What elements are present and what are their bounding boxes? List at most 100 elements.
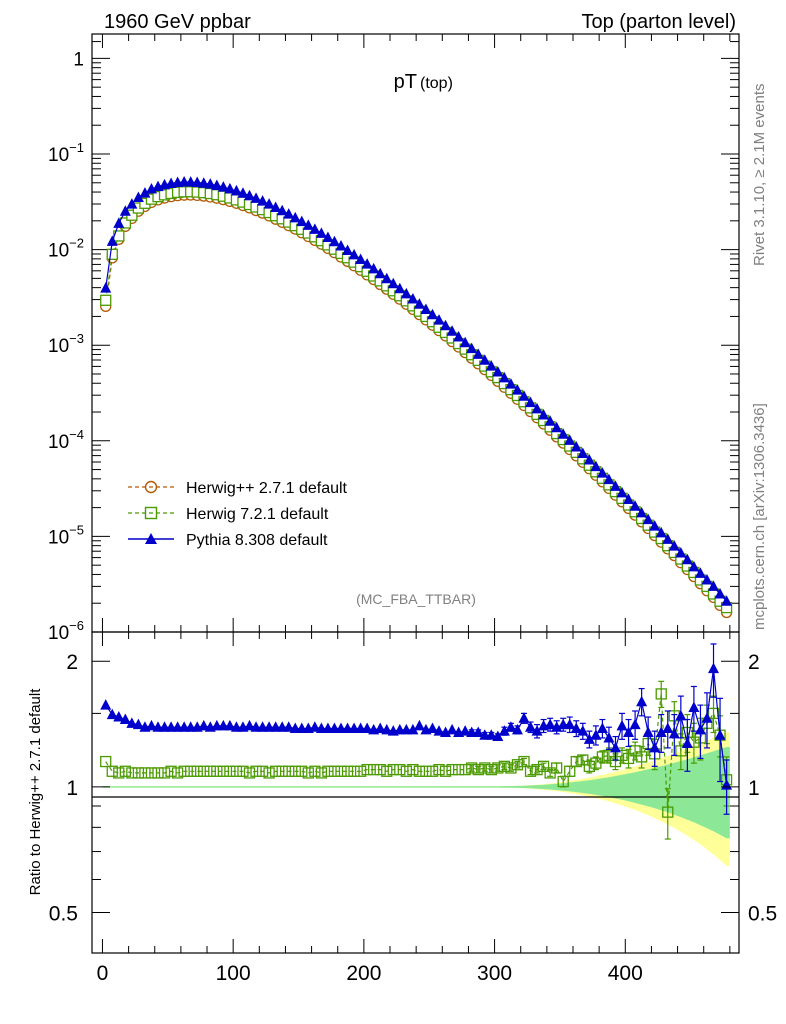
data-point-pythia <box>257 195 269 206</box>
ratio-point-pythia <box>119 713 131 725</box>
ratio-point-herwig-7 <box>537 760 550 772</box>
ratio-point-herwig-7 <box>113 767 125 779</box>
ratio-point-herwig-7 <box>655 688 667 700</box>
ratio-point-herwig-7 <box>178 765 190 777</box>
ratio-point-pythia <box>531 725 543 736</box>
ratio-point-pythia <box>688 701 700 712</box>
data-point-pythia <box>701 573 713 585</box>
legend-marker-herwig-pp <box>144 480 158 494</box>
ratio-point-herwig-7 <box>296 765 308 777</box>
ratio-point-herwig-7 <box>100 755 112 768</box>
main-series-layer <box>100 176 733 619</box>
ratio-point-herwig-7 <box>217 765 230 777</box>
main-y-tick-exponent: −5 <box>69 522 84 537</box>
main-y-tick-label: 10−1 <box>48 140 84 166</box>
ratio-point-herwig-7 <box>596 751 609 763</box>
ratio-point-pythia <box>609 741 621 753</box>
ratio-point-pythia <box>446 723 458 735</box>
legend-entry-pythia: Pythia 8.308 default <box>128 532 328 549</box>
header-left-label: 1960 GeV ppbar <box>104 11 251 33</box>
ratio-point-herwig-7 <box>322 765 334 777</box>
data-point-pythia <box>596 467 608 478</box>
data-point-pythia <box>616 486 628 498</box>
x-tick-label: 0 <box>97 962 109 985</box>
data-point-pythia <box>642 513 654 525</box>
ratio-point-herwig-7 <box>551 762 563 774</box>
main-y-tick-exponent: −6 <box>69 618 84 633</box>
ratio-point-herwig-7 <box>413 765 426 777</box>
header-right-label: Top (parton level) <box>581 11 736 33</box>
main-y-tick-label: 10−4 <box>48 427 84 453</box>
main-y-tick-base: 10 <box>48 623 69 644</box>
ratio-point-pythia <box>616 719 628 731</box>
data-point-pythia <box>721 595 733 606</box>
data-point-pythia <box>250 192 262 203</box>
data-point-pythia <box>459 336 471 348</box>
data-point-pythia <box>230 184 242 196</box>
ratio-point-herwig-7 <box>315 767 328 779</box>
ratio-point-pythia <box>596 722 608 734</box>
main-y-tick-exponent: −1 <box>69 140 84 155</box>
ratio-point-pythia <box>570 722 582 734</box>
ratio-point-herwig-7 <box>165 765 177 777</box>
ratio-point-pythia <box>505 721 517 732</box>
ratio-band-yellow <box>102 732 730 866</box>
data-point-pythia <box>211 179 223 190</box>
ratio-point-herwig-7 <box>185 765 197 777</box>
ratio-point-pythia <box>126 717 138 728</box>
ratio-y-tick-label-left: 0.5 <box>49 903 78 926</box>
ratio-point-pythia <box>413 719 425 731</box>
data-point-pythia <box>315 227 327 238</box>
data-point-pythia <box>335 240 347 251</box>
main-y-tick-exponent: −3 <box>69 331 84 346</box>
ratio-point-herwig-7 <box>119 765 131 777</box>
data-point-pythia <box>270 201 282 212</box>
data-point-pythia <box>106 235 118 246</box>
ratio-point-pythia <box>623 726 635 737</box>
ratio-point-pythia <box>694 723 706 735</box>
ratio-point-herwig-7 <box>302 767 314 779</box>
ratio-point-herwig-7 <box>263 767 275 779</box>
ratio-point-herwig-7 <box>381 765 393 777</box>
data-point-pythia <box>119 205 131 216</box>
ratio-point-pythia <box>361 722 373 734</box>
legend-label-herwig-7: Herwig 7.2.1 default <box>186 506 329 523</box>
ratio-point-herwig-7 <box>466 762 478 774</box>
series-line-herwig-pp <box>105 194 728 613</box>
legend-entry-herwig-pp: Herwig++ 2.7.1 default <box>128 480 348 497</box>
ratio-point-pythia <box>583 733 595 744</box>
ratio-point-herwig-7 <box>309 765 321 777</box>
ratio-y-tick-label-left: 1 <box>66 777 78 800</box>
ratio-point-herwig-7 <box>289 765 301 777</box>
main-y-tick-label: 10−3 <box>48 331 84 357</box>
data-point-pythia <box>472 348 484 359</box>
data-point-pythia <box>498 371 510 383</box>
data-point-pythia <box>381 272 393 284</box>
ratio-series-layer <box>100 643 733 840</box>
data-point-pythia <box>191 176 203 188</box>
data-point-pythia <box>662 533 674 544</box>
ratio-point-pythia <box>629 718 641 730</box>
data-point-pythia <box>453 330 465 342</box>
data-point-pythia <box>479 354 491 365</box>
data-point-pythia <box>655 526 667 538</box>
ratio-point-pythia <box>564 718 576 730</box>
ratio-point-herwig-7 <box>518 755 530 768</box>
ratio-point-pythia <box>132 718 144 730</box>
ratio-point-herwig-7 <box>243 767 256 779</box>
ratio-point-pythia <box>681 737 693 749</box>
data-point-pythia <box>302 219 314 230</box>
ratio-point-pythia <box>525 721 537 732</box>
ratio-point-pythia <box>381 723 393 735</box>
data-point-pythia <box>649 520 661 531</box>
ratio-point-herwig-7 <box>446 763 458 776</box>
data-point-herwig-7 <box>100 294 112 306</box>
data-point-pythia <box>400 287 412 299</box>
data-point-pythia <box>342 244 354 255</box>
ratio-point-pythia <box>708 662 720 674</box>
ratio-point-pythia <box>675 709 687 721</box>
ratio-point-herwig-7 <box>564 765 576 777</box>
ratio-point-herwig-7 <box>616 749 628 762</box>
ratio-point-herwig-7 <box>354 765 367 777</box>
